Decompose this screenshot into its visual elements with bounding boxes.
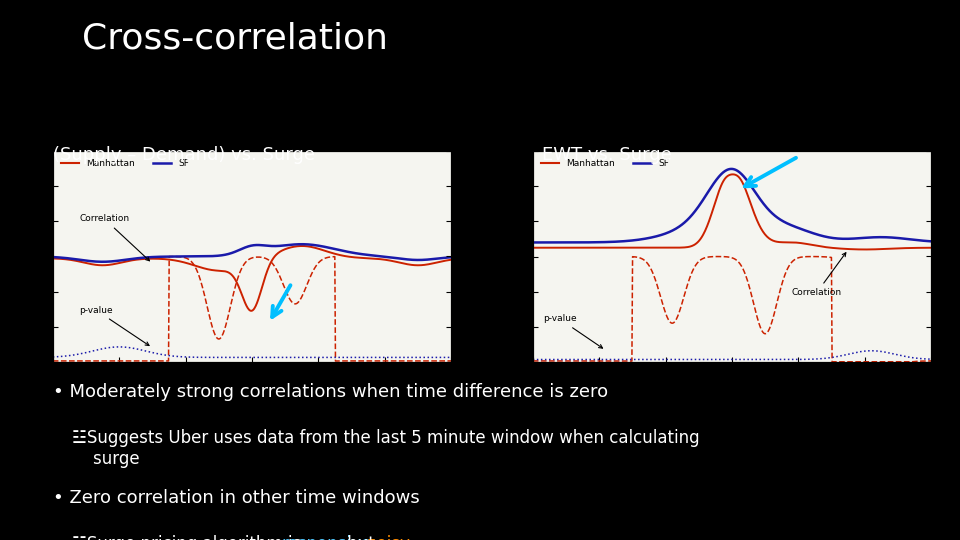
Text: ☳Suggests Uber uses data from the last 5 minute window when calculating
    surg: ☳Suggests Uber uses data from the last 5… bbox=[72, 429, 700, 468]
Y-axis label: Probability: Probability bbox=[475, 231, 485, 282]
Legend: Manhattan, SF: Manhattan, SF bbox=[58, 156, 193, 172]
Text: • Zero correlation in other time windows: • Zero correlation in other time windows bbox=[53, 489, 420, 507]
Y-axis label: Probability: Probability bbox=[955, 231, 960, 282]
Text: but: but bbox=[342, 535, 380, 540]
Text: p-value: p-value bbox=[80, 306, 149, 346]
Text: Correlation: Correlation bbox=[80, 214, 150, 261]
Text: (Supply – Demand) vs. Surge: (Supply – Demand) vs. Surge bbox=[53, 146, 315, 164]
Text: • Moderately strong correlations when time difference is zero: • Moderately strong correlations when ti… bbox=[53, 383, 608, 401]
Legend: Manhattan, SF: Manhattan, SF bbox=[538, 156, 673, 172]
Text: EWT vs. Surge: EWT vs. Surge bbox=[542, 146, 672, 164]
Text: Cross-correlation: Cross-correlation bbox=[82, 22, 388, 56]
X-axis label: Time Difference in Minutes: Time Difference in Minutes bbox=[186, 381, 318, 391]
Text: responsive: responsive bbox=[281, 535, 372, 540]
Y-axis label: Correlation Coefficient: Correlation Coefficient bbox=[12, 202, 22, 311]
Text: p-value: p-value bbox=[542, 314, 603, 348]
Text: Correlation: Correlation bbox=[792, 253, 846, 297]
X-axis label: Time Difference in Minutes: Time Difference in Minutes bbox=[666, 381, 798, 391]
Y-axis label: Correlation Coefficient: Correlation Coefficient bbox=[492, 202, 502, 311]
Text: ☳Surge pricing algorithm is: ☳Surge pricing algorithm is bbox=[72, 535, 306, 540]
Text: noisy: noisy bbox=[367, 535, 411, 540]
